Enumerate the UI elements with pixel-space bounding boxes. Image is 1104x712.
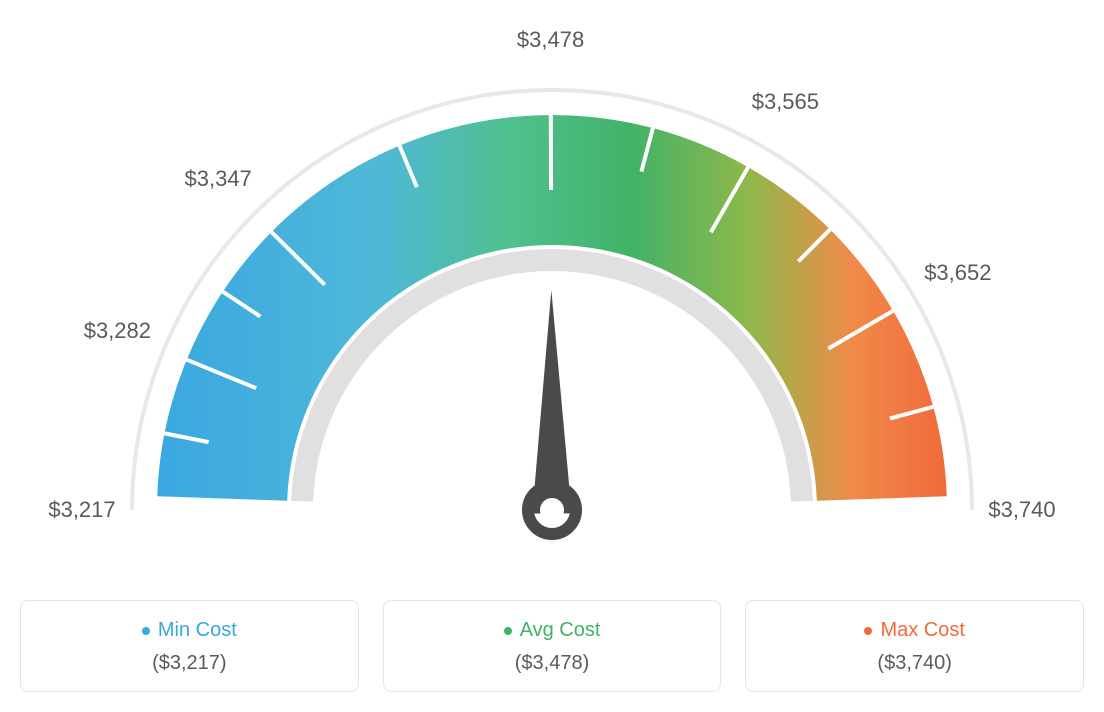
dot-icon	[864, 627, 872, 635]
legend-title-max: Max Cost	[864, 619, 964, 642]
dot-icon	[142, 627, 150, 635]
gauge-tick-label: $3,740	[988, 497, 1055, 523]
gauge-svg	[20, 20, 1084, 580]
legend-value-min: ($3,217)	[41, 652, 338, 675]
legend-card-min: Min Cost ($3,217)	[20, 600, 359, 692]
legend-title-text: Max Cost	[880, 619, 964, 642]
legend-row: Min Cost ($3,217) Avg Cost ($3,478) Max …	[20, 600, 1084, 692]
legend-value-avg: ($3,478)	[404, 652, 701, 675]
gauge-tick-label: $3,478	[517, 27, 584, 53]
dot-icon	[504, 627, 512, 635]
gauge-tick-label: $3,565	[752, 89, 819, 115]
legend-title-text: Avg Cost	[520, 619, 601, 642]
legend-value-max: ($3,740)	[766, 652, 1063, 675]
gauge-tick-label: $3,347	[185, 166, 252, 192]
legend-title-text: Min Cost	[158, 619, 237, 642]
legend-card-max: Max Cost ($3,740)	[745, 600, 1084, 692]
legend-title-avg: Avg Cost	[504, 619, 601, 642]
gauge-chart: $3,217 $3,282 $3,347 $3,478 $3,565 $3,652 $3,7…	[20, 20, 1084, 580]
gauge-tick-label: $3,217	[48, 497, 115, 523]
gauge-tick-label: $3,652	[924, 260, 991, 286]
legend-title-min: Min Cost	[142, 619, 237, 642]
gauge-tick-label: $3,282	[84, 318, 151, 344]
cost-gauge-container: $3,217 $3,282 $3,347 $3,478 $3,565 $3,652 $3,7…	[20, 20, 1084, 692]
legend-card-avg: Avg Cost ($3,478)	[383, 600, 722, 692]
